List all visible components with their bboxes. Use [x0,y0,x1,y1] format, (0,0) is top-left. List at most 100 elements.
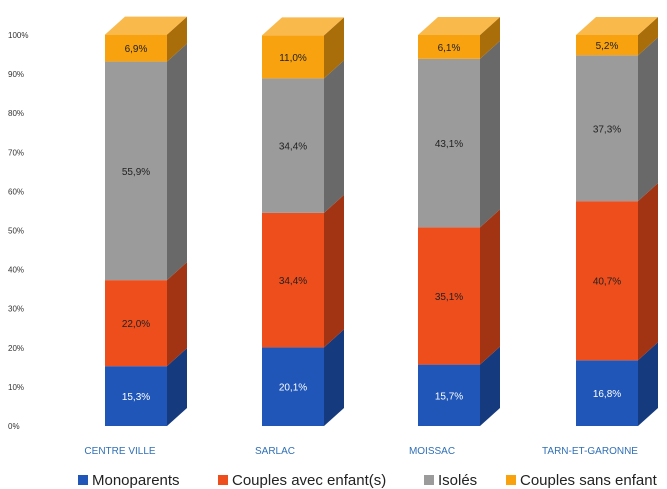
data-label: 37,3% [593,124,621,135]
bar-side [480,40,500,228]
data-label: 34,4% [279,142,307,153]
y-tick-label: 10% [8,383,24,392]
bar-segment: 15,7% [418,346,500,426]
bar-segment: 43,1% [418,40,500,228]
y-tick-label: 50% [8,227,24,236]
bar-front [262,78,324,213]
bar-top [418,17,500,35]
bar-side [324,329,344,426]
data-label: 5,2% [596,41,619,52]
bar-front [262,35,324,79]
bar-segment: 16,8% [576,342,658,426]
bar-side [638,17,658,56]
bar-side [638,342,658,426]
category-label: CENTRE VILLE [84,446,155,457]
bar-segment: 15,3% [105,348,187,426]
bar-front [105,366,167,426]
y-tick-label: 90% [8,70,24,79]
bar-side [167,348,187,426]
y-tick-label: 80% [8,109,24,118]
legend: Monoparents Couples avec enfant(s) Isolés C… [78,472,658,489]
legend-label: Isolés [438,472,477,489]
data-label: 6,9% [125,44,148,55]
bar-side [167,43,187,281]
legend-item: Couples sans enfant [506,472,658,489]
data-label: 43,1% [435,139,463,150]
bar-front [576,201,638,361]
category-label: TARN-ET-GARONNE [542,446,638,457]
bar-front [418,35,480,59]
legend-item: Isolés [424,472,477,489]
bar-segment: 22,0% [105,262,187,367]
category-label: MOISSAC [409,446,455,457]
bar-front [418,227,480,365]
bar-side [324,17,344,79]
data-label: 6,1% [438,43,461,54]
data-label: 35,1% [435,292,463,303]
bar-side [324,60,344,213]
bar-segment: 6,9% [105,16,187,62]
bar-front [105,61,167,281]
bar-side [480,209,500,365]
bar-segment: 11,0% [262,17,344,79]
bar-side [480,346,500,426]
bar-side [324,194,344,348]
y-axis: 0% 10% 20% 30% 40% 50% 60% 70% 80% 90% 100% [8,31,28,431]
bars: 15,3% 22,0% 55,9% 6,9% 20,1% 34,4% 34,4% 11,0% 1… [105,16,658,426]
bar-segment: 55,9% [105,43,187,281]
legend-label: Monoparents [92,472,180,489]
data-label: 16,8% [593,389,621,400]
data-label: 22,0% [122,319,150,330]
legend-swatch [78,475,88,485]
bar-segment: 34,4% [262,60,344,213]
category-labels: CENTRE VILLE SARLAC MOISSAC TARN-ET-GARONNE [84,446,638,457]
data-label: 34,4% [279,276,307,287]
data-label: 40,7% [593,277,621,288]
bar-side [167,16,187,62]
legend-swatch [218,475,228,485]
bar-front [105,34,167,62]
y-tick-label: 30% [8,305,24,314]
bar-segment: 37,3% [576,37,658,202]
y-tick-label: 100% [8,31,28,40]
data-label: 55,9% [122,167,150,178]
bar-front [576,35,638,56]
bar-front [418,58,480,228]
legend-swatch [424,475,434,485]
bar-front [105,280,167,367]
bar-front [576,55,638,202]
legend-label: Couples avec enfant(s) [232,472,386,489]
bar-top [262,17,344,36]
legend-label: Couples sans enfant [520,472,658,489]
bar-segment: 34,4% [262,194,344,348]
bar-top [105,16,187,35]
bar-top [576,17,658,35]
data-label: 15,7% [435,391,463,402]
bar-front [262,347,324,426]
data-label: 11,0% [279,53,307,64]
y-tick-label: 20% [8,344,24,353]
data-label: 20,1% [279,383,307,394]
bar-side [638,183,658,361]
bar-front [576,360,638,426]
category-label: SARLAC [255,446,295,457]
bar-side [480,17,500,59]
y-tick-label: 70% [8,148,24,157]
legend-swatch [506,475,516,485]
bar-segment: 35,1% [418,209,500,365]
data-label: 15,3% [122,392,150,403]
bar-side [167,262,187,367]
bar-side [638,37,658,202]
legend-item: Couples avec enfant(s) [218,472,386,489]
legend-item: Monoparents [78,472,180,489]
y-tick-label: 40% [8,266,24,275]
y-tick-label: 0% [8,422,20,431]
y-tick-label: 60% [8,187,24,196]
bar-segment: 20,1% [262,329,344,426]
bar-segment: 40,7% [576,183,658,361]
bar-segment: 5,2% [576,17,658,56]
bar-segment: 6,1% [418,17,500,59]
bar-front [262,212,324,348]
bar-front [418,364,480,426]
